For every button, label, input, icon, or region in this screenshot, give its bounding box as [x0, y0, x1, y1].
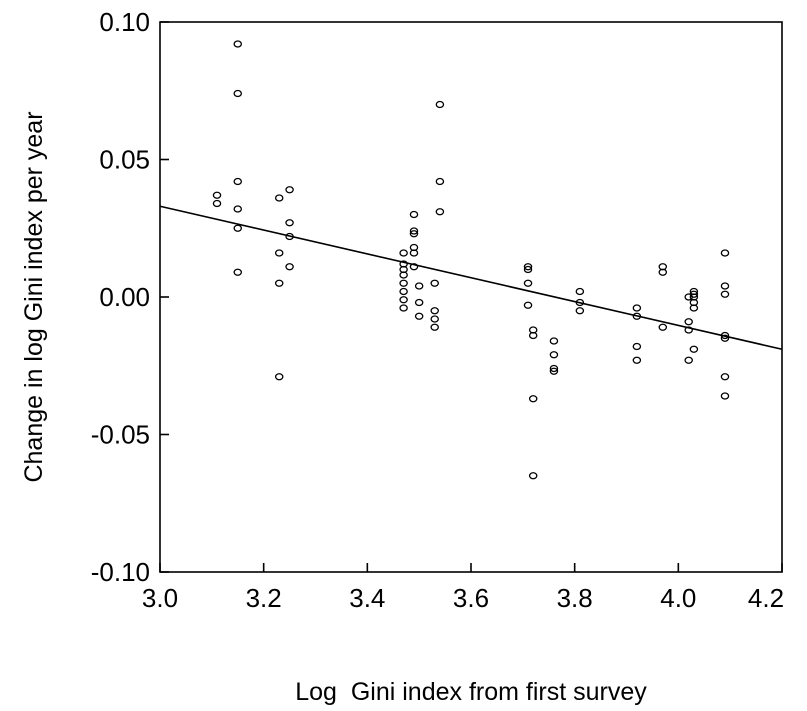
data-point — [684, 356, 693, 364]
data-point — [523, 263, 533, 271]
data-point — [720, 290, 730, 298]
data-point — [233, 268, 242, 276]
data-point — [658, 323, 668, 331]
x-axis-ticks: 3.0 3.2 3.4 3.6 3.8 4.0 4.2 — [142, 563, 784, 613]
data-point — [212, 191, 222, 199]
data-point — [720, 373, 730, 381]
data-point — [430, 307, 439, 315]
data-point — [399, 271, 408, 279]
data-point — [274, 279, 284, 287]
data-point — [430, 279, 439, 287]
data-point — [212, 199, 222, 208]
data-point — [233, 205, 242, 213]
data-point — [720, 282, 730, 290]
data-point — [409, 249, 419, 257]
data-point — [549, 337, 559, 345]
data-point — [285, 232, 294, 241]
data-point — [233, 40, 242, 48]
data-point — [632, 312, 642, 320]
data-point — [684, 326, 693, 334]
data-point — [430, 315, 439, 323]
data-point — [414, 312, 424, 320]
y-axis-title: Change in log Gini index per year — [20, 111, 48, 482]
data-point — [399, 279, 408, 287]
data-point — [575, 287, 585, 296]
data-point — [399, 287, 408, 296]
data-point — [549, 367, 559, 375]
data-point — [233, 89, 242, 98]
data-point — [632, 342, 642, 351]
data-point — [274, 249, 284, 257]
x-tick-label: 3.0 — [142, 583, 178, 613]
data-point — [689, 290, 699, 298]
regression-line — [159, 205, 783, 351]
data-point — [430, 323, 439, 331]
data-point — [632, 304, 642, 312]
data-point — [399, 304, 408, 312]
data-point — [274, 194, 284, 202]
data-point — [233, 224, 242, 232]
data-point — [285, 263, 294, 271]
x-tick-label: 3.2 — [246, 583, 282, 613]
data-point — [549, 351, 559, 359]
data-point — [285, 186, 294, 194]
x-tick-label: 3.6 — [453, 583, 489, 613]
data-point — [528, 331, 538, 340]
data-point — [399, 249, 408, 257]
data-point — [523, 265, 533, 274]
data-point — [658, 268, 668, 276]
data-point — [414, 282, 424, 290]
data-point — [523, 301, 533, 309]
data-point — [435, 177, 445, 186]
data-point — [285, 219, 294, 227]
x-tick-label: 4.2 — [748, 583, 784, 613]
y-axis-ticks: 0.10 0.05 0.00 -0.05 -0.10 — [91, 7, 169, 587]
data-point — [689, 345, 699, 353]
data-point — [233, 177, 242, 186]
data-point — [549, 364, 559, 373]
data-point — [528, 472, 538, 480]
data-point — [435, 100, 445, 109]
y-tick-label: 0.05 — [99, 145, 150, 175]
data-points — [212, 40, 730, 480]
data-point — [414, 298, 424, 307]
data-point — [409, 227, 419, 235]
y-tick-label: 0.10 — [99, 7, 150, 37]
data-point — [632, 356, 642, 364]
data-point — [575, 307, 585, 315]
x-axis-title: Log Gini index from first survey — [295, 678, 647, 706]
data-point — [409, 263, 419, 271]
data-point — [720, 249, 730, 257]
x-tick-label: 3.4 — [349, 583, 385, 613]
plot-frame — [159, 21, 783, 573]
data-point — [575, 298, 585, 307]
data-point — [720, 334, 730, 342]
data-point — [523, 279, 533, 287]
y-tick-label: -0.05 — [91, 420, 150, 450]
data-point — [409, 230, 419, 238]
data-point — [528, 395, 538, 403]
data-point — [720, 331, 730, 340]
data-point — [720, 392, 730, 400]
y-tick-label: 0.00 — [99, 282, 150, 312]
data-point — [435, 208, 445, 216]
data-point — [274, 373, 284, 381]
data-point — [409, 210, 419, 219]
data-point — [689, 304, 699, 312]
y-tick-label: -0.10 — [91, 557, 150, 587]
x-tick-label: 4.0 — [660, 583, 696, 613]
data-point — [399, 296, 408, 304]
x-tick-label: 3.8 — [557, 583, 593, 613]
data-point — [684, 318, 693, 326]
